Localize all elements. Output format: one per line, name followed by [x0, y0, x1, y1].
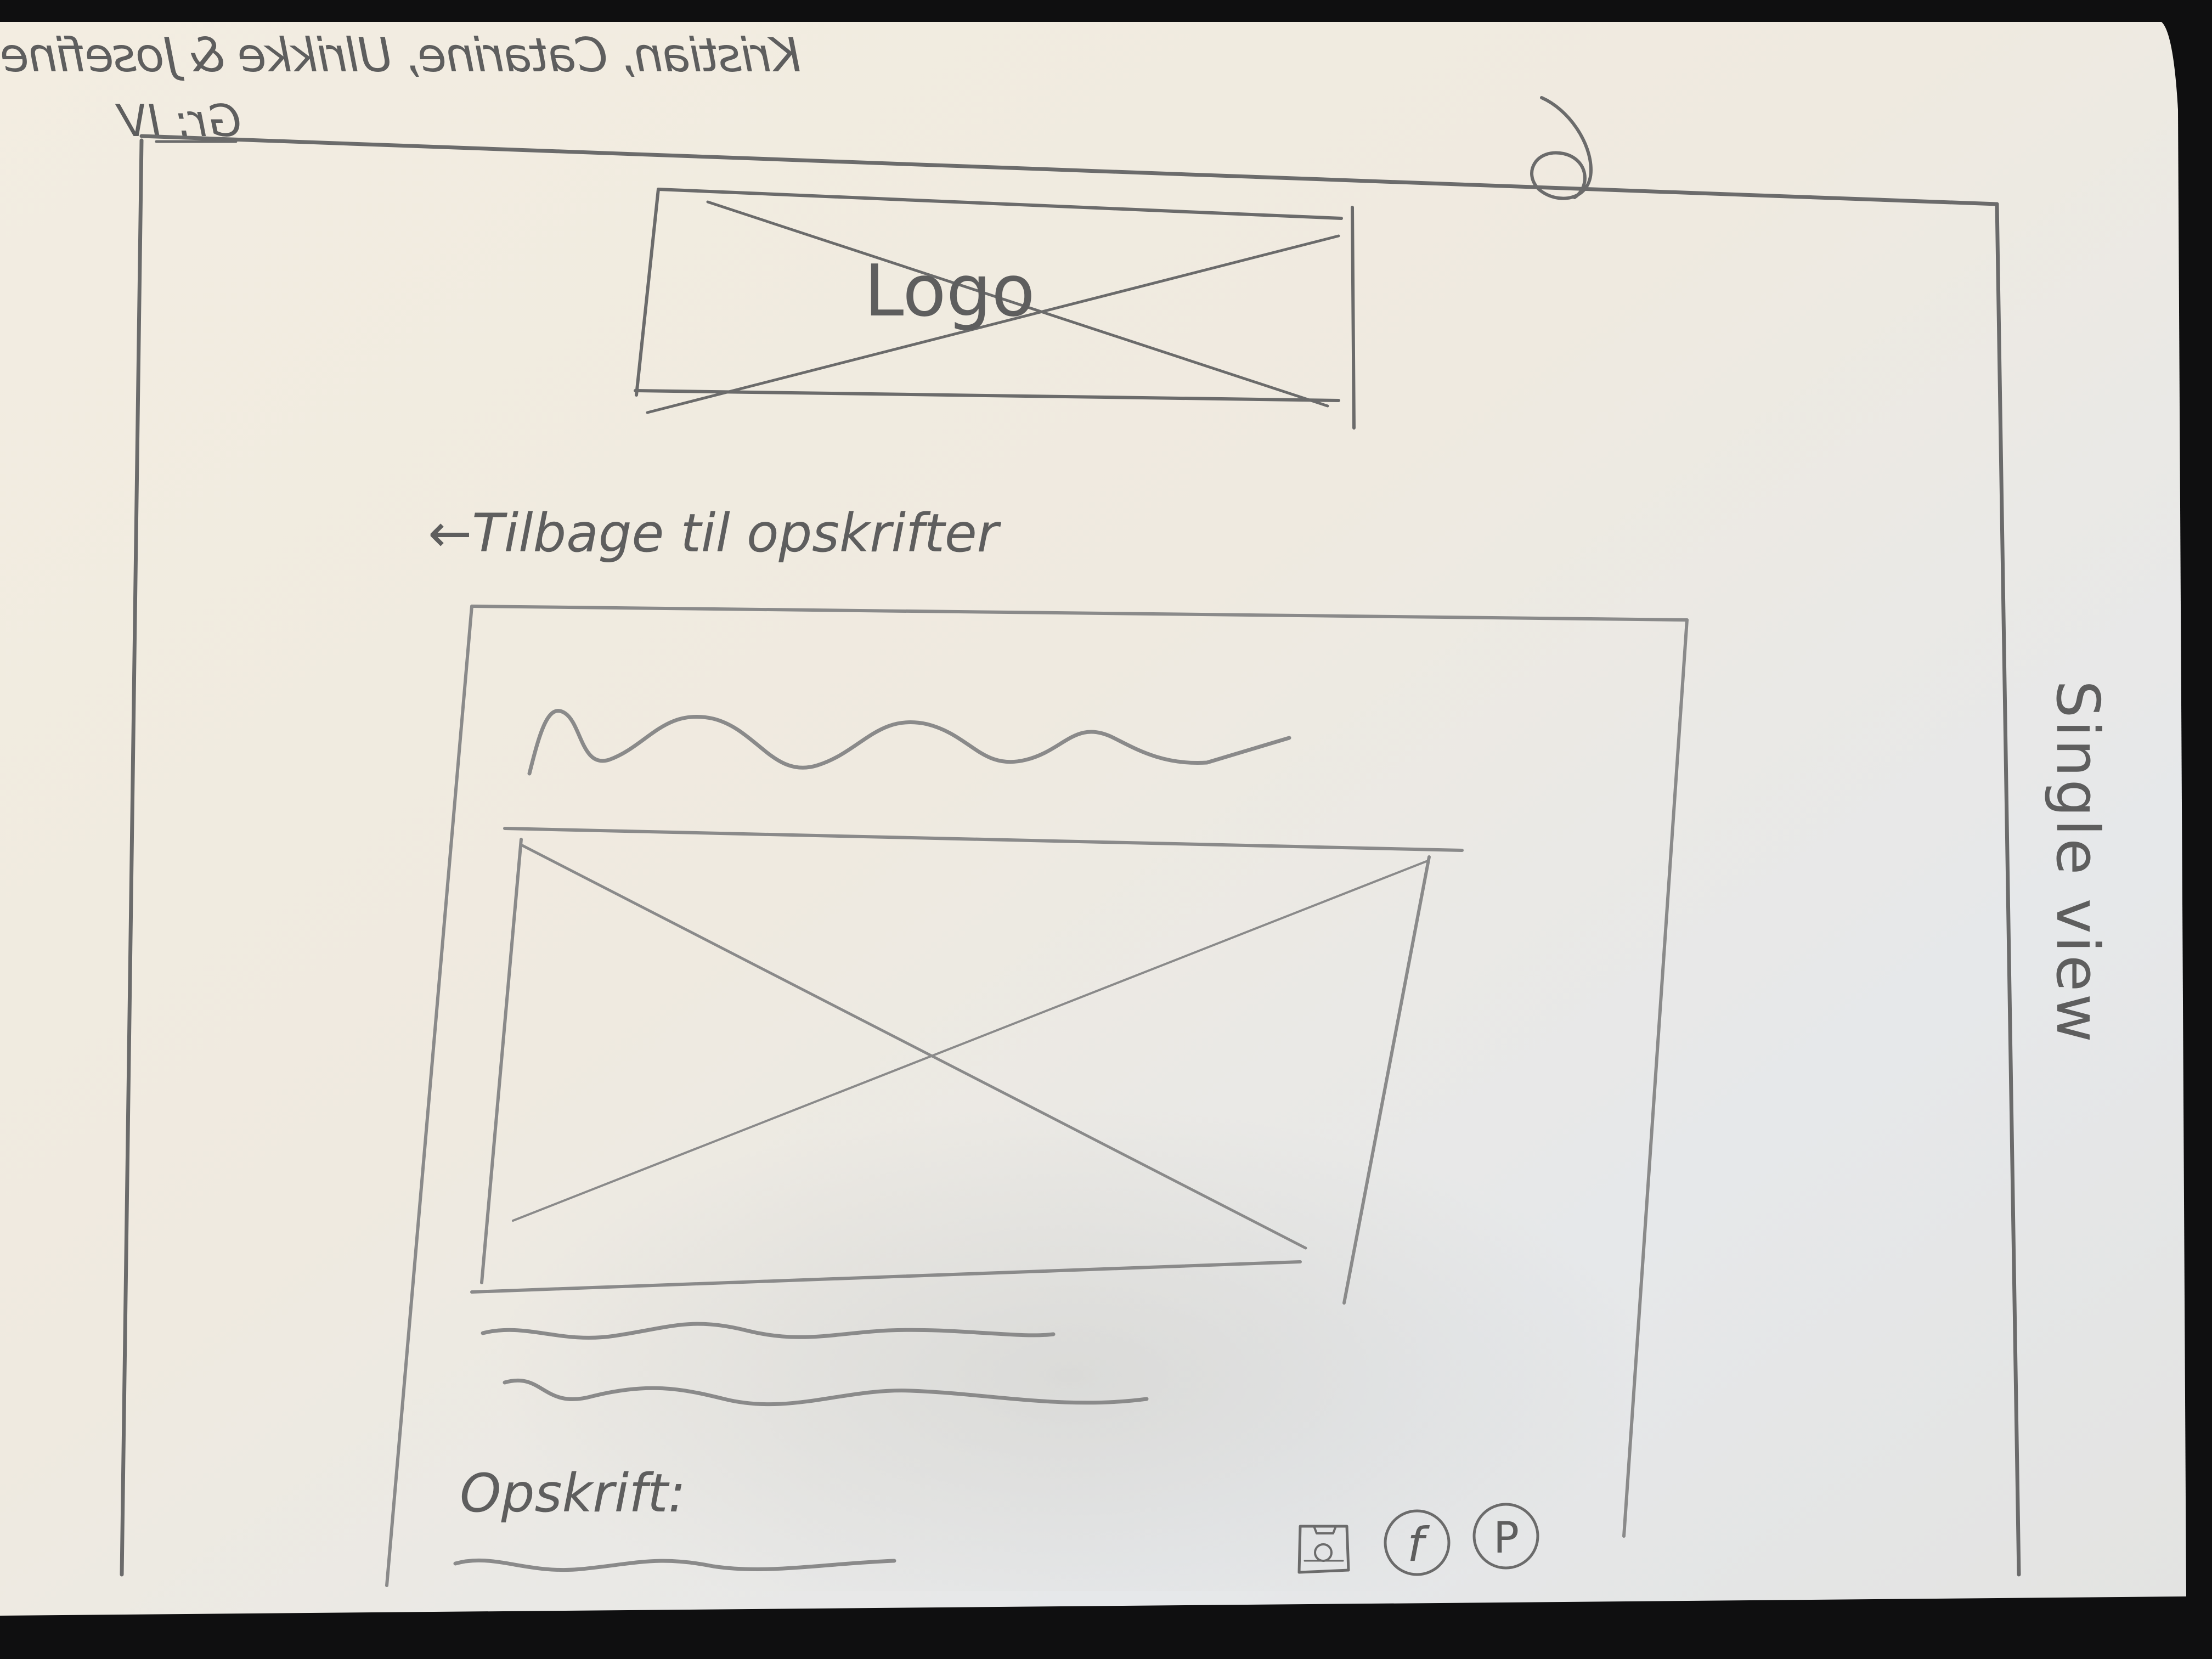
logo-label: Logo — [864, 249, 1035, 332]
page-frame-top — [139, 134, 1999, 206]
description-squiggle-1 — [481, 1322, 1056, 1340]
page-frame-left — [120, 138, 144, 1577]
back-link[interactable]: ←Tilbage til opskrifter — [428, 503, 1002, 564]
recipe-card — [385, 605, 1689, 1587]
page-number-six — [1530, 96, 1593, 200]
instagram-icon[interactable] — [1297, 1525, 1350, 1574]
pinterest-glyph: P — [1493, 1514, 1519, 1563]
pinterest-icon[interactable]: P — [1472, 1503, 1539, 1570]
recipe-squiggle — [453, 1558, 896, 1572]
authors-text: Kristian, Catarine, Ulrikke & Josefine — [0, 28, 801, 83]
recipe-label: Opskrift: — [460, 1463, 686, 1524]
view-label-group: Single view — [2043, 680, 2112, 1042]
mirrored-header-authors: Kristian, Catarine, Ulrikke & Josefine — [0, 28, 801, 83]
logo-placeholder: Logo — [634, 188, 1356, 430]
paper-shadow — [165, 823, 1810, 1591]
image-placeholder — [470, 827, 1464, 1305]
title-squiggle — [527, 709, 1291, 776]
description-squiggle-2 — [503, 1378, 1149, 1407]
view-label: Single view — [2043, 680, 2112, 1042]
page-frame-right — [1995, 202, 2021, 1577]
